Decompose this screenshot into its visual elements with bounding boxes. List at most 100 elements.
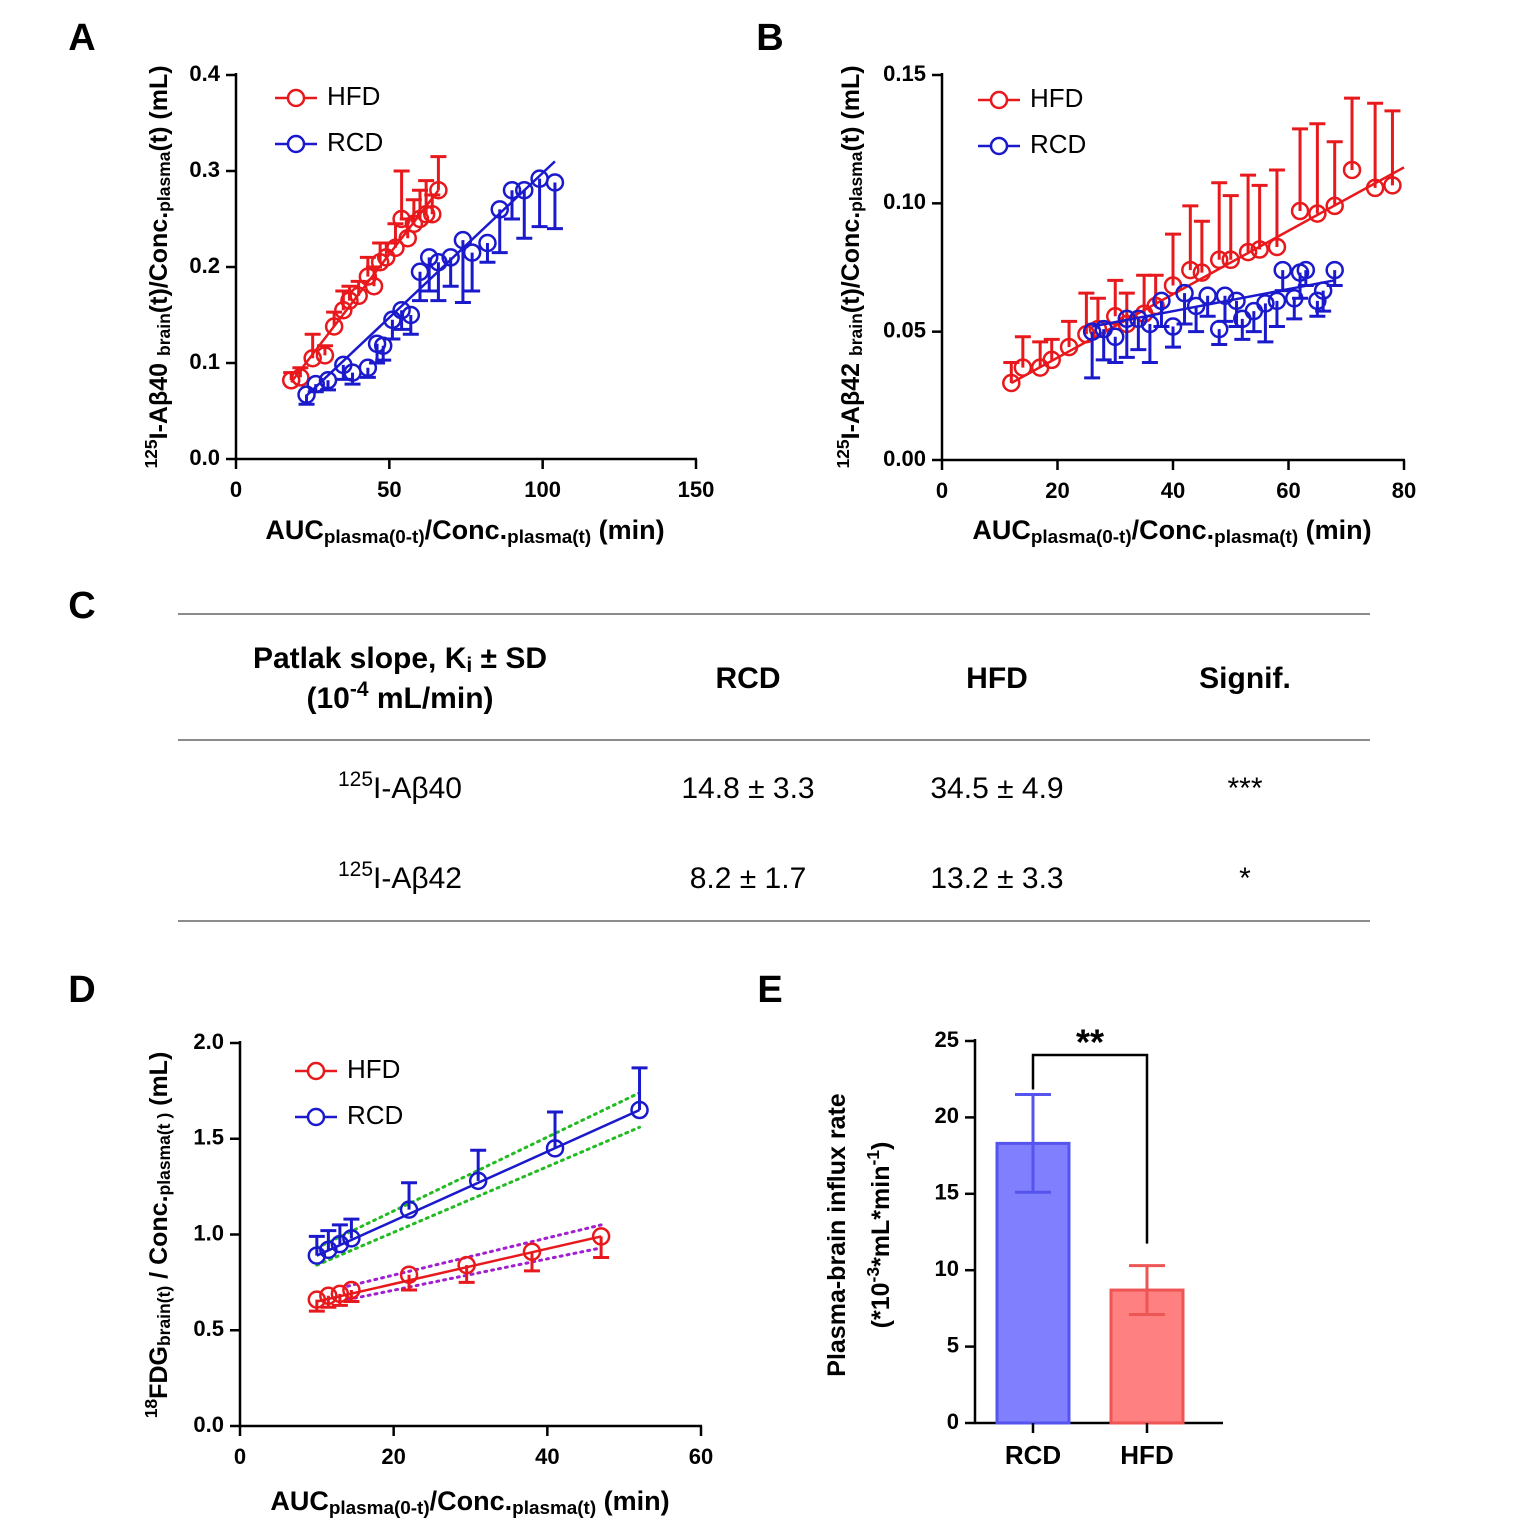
error-bar [1129, 1264, 1165, 1317]
y-tick-label: 2.0 [193, 1029, 224, 1054]
text-part: -4 [350, 678, 369, 701]
data-point [1013, 358, 1033, 377]
legend-marker [286, 88, 306, 108]
table-cell: 13.2 ± 3.3 [930, 862, 1063, 895]
text-part: plasma(t) [507, 527, 591, 548]
rich-text: AUCplasma(0-t)/Conc.plasma(t) (min) [270, 1486, 669, 1519]
data-point [630, 1100, 649, 1120]
error-bar [320, 1295, 337, 1309]
data-point [342, 1229, 361, 1248]
text-part: I-Aβ42 [837, 356, 865, 439]
data-point [1365, 178, 1385, 198]
data-point [419, 248, 439, 267]
legend-label: RCD [347, 1100, 403, 1130]
rich-text: 125I-Aβ42 brain(t)/Conc.plasma(t) (mL) [833, 65, 866, 468]
text-part: (10 [306, 682, 349, 715]
legend-label: HFD [347, 1054, 400, 1084]
text-part: -3 [863, 1267, 883, 1283]
error-bar [1309, 122, 1326, 214]
text-part: (min) [596, 1486, 670, 1516]
data-point [386, 238, 405, 258]
text-part: mL/min) [369, 682, 494, 715]
data-point [340, 291, 359, 310]
error-bar [1234, 318, 1251, 341]
data-point [1175, 283, 1194, 303]
legend-label: HFD [1030, 83, 1083, 113]
y-tick-label: 0.0 [189, 445, 220, 470]
error-bar [479, 243, 496, 264]
error-bar [1015, 1092, 1051, 1194]
legend-label: RCD [1030, 129, 1086, 159]
data-point [1383, 176, 1402, 195]
data-point [1325, 260, 1344, 280]
text-part: -1 [863, 1150, 883, 1166]
error-bar [344, 372, 361, 386]
text-part: /Conc. [430, 1486, 513, 1516]
rich-text: AUCplasma(0-t)/Conc.plasma(t) (min) [972, 515, 1371, 548]
text-part: FDG [145, 1346, 173, 1399]
legend-label: HFD [327, 81, 380, 111]
error-bar [1188, 306, 1205, 334]
text-part: ± SD [472, 642, 547, 675]
error-bar [1199, 295, 1216, 318]
error-bar [1240, 173, 1257, 253]
data-point [1215, 286, 1235, 305]
error-bar [1367, 101, 1384, 188]
error-bar [1286, 298, 1303, 321]
error-bar [401, 1181, 418, 1210]
x-tick-label: 40 [535, 1444, 559, 1469]
text-part: /Conc. [425, 515, 508, 545]
text-part: brain [154, 313, 174, 356]
data-point [330, 1284, 350, 1304]
error-bar [308, 1299, 325, 1313]
error-bar [1222, 194, 1239, 260]
x-tick-label: 150 [678, 477, 715, 502]
data-point [1221, 250, 1240, 270]
error-bar [320, 1229, 337, 1250]
table-cell: 8.2 ± 1.7 [690, 862, 807, 895]
data-point [1117, 309, 1137, 329]
data-point [319, 1240, 338, 1260]
data-point [453, 230, 473, 250]
x-tick-label: 40 [1161, 478, 1185, 503]
text-part: I-Aβ40 [145, 356, 173, 439]
error-bar [1268, 168, 1285, 247]
data-point [1227, 291, 1246, 311]
error-bar [1176, 293, 1193, 326]
data-point [478, 233, 497, 253]
panel-letter: E [757, 969, 782, 1011]
table-cell: 34.5 ± 4.9 [930, 772, 1063, 805]
text-part: plasma(0-t) [1031, 527, 1132, 548]
legend-marker [286, 134, 306, 154]
error-bar [1251, 183, 1268, 250]
data-point [342, 1280, 361, 1300]
fit-line [1091, 279, 1335, 328]
error-bar [1107, 336, 1124, 364]
data-point [1238, 242, 1258, 262]
significance-bracket [1031, 1053, 1149, 1244]
panel-letter: B [756, 17, 783, 59]
rich-text: 125I-Aβ40 [338, 768, 462, 805]
table-cell: *** [1227, 772, 1262, 805]
text-part: (t) (mL) [145, 65, 173, 151]
text-part: plasma(t) [1214, 527, 1298, 548]
text-part: (min) [1298, 515, 1372, 545]
data-point [330, 1234, 350, 1254]
y-tick-label: 5 [947, 1332, 959, 1357]
error-bar [1032, 340, 1049, 368]
error-bar [1257, 303, 1274, 344]
data-point [334, 300, 353, 320]
x-tick-label: 0 [234, 1444, 246, 1469]
data-point [522, 1242, 542, 1261]
rich-text: (*10-3*mL*min-1) [863, 1142, 895, 1329]
data-point [373, 336, 393, 355]
x-tick-label: HFD [1120, 1440, 1173, 1470]
error-bar [331, 1293, 348, 1307]
data-point [1002, 373, 1021, 393]
text-part: AUC [972, 515, 1031, 545]
data-point [1256, 294, 1275, 313]
data-point [515, 180, 534, 200]
rich-text: 18FDGbrain(t) / Conc.plasma(t ) (mL) [141, 1052, 174, 1419]
data-point [291, 368, 310, 387]
y-tick-label: 10 [935, 1256, 959, 1281]
